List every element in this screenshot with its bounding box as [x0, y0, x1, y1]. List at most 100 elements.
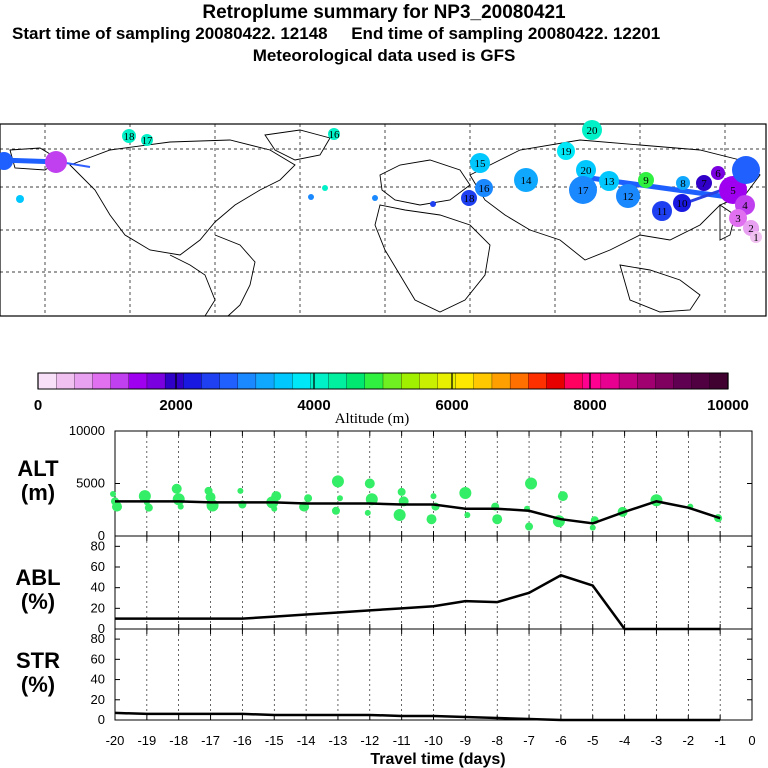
- alt-scatter-point: [336, 495, 343, 502]
- colorbar-tick-label: 4000: [297, 397, 330, 414]
- colorbar-cell: [528, 372, 547, 390]
- sampling-time-line: Start time of sampling 20080422. 12148 E…: [12, 24, 661, 43]
- x-tick-label: -10: [424, 733, 443, 748]
- plume-day-label: 15: [475, 158, 487, 170]
- plume-day-label: 5: [730, 185, 736, 197]
- colorbar-cell: [655, 372, 675, 390]
- alt-grid: [114, 431, 753, 536]
- x-tick-label: -11: [393, 733, 411, 748]
- plume-circle: [475, 179, 493, 197]
- plume-circle: [16, 195, 24, 203]
- map-graticule: [0, 124, 766, 316]
- plume-circle: [750, 231, 762, 243]
- y-tick-label: 5000: [76, 476, 105, 491]
- colorbar-cell: [564, 372, 584, 390]
- plume-day-label: 1: [753, 232, 759, 244]
- y-tick-label: 20: [91, 692, 105, 707]
- plume-circle: [430, 201, 436, 207]
- plume-circle: [141, 134, 153, 146]
- colorbar-cell: [618, 372, 638, 390]
- alt-scatter-point: [331, 506, 340, 515]
- plume-circle: [676, 176, 690, 190]
- colorbar-cell: [310, 372, 330, 390]
- plume-day-label: 8: [680, 178, 686, 190]
- y-tick-label: 60: [91, 559, 105, 574]
- abl-line: [115, 573, 721, 631]
- plume-circle: [696, 175, 712, 191]
- y-tick-label: 60: [91, 651, 105, 666]
- alt-scatter-point: [364, 478, 375, 489]
- colorbar-cell: [346, 372, 366, 390]
- y-tick-label: 40: [91, 672, 105, 687]
- x-tick-label: -12: [360, 733, 379, 748]
- colorbar-cell: [691, 372, 711, 390]
- alt-scatter-point: [112, 501, 122, 512]
- plume-circle: [461, 190, 477, 206]
- plume-day-label: 17: [142, 135, 154, 147]
- colorbar-tick-label: 6000: [435, 397, 468, 414]
- colorbar-cell: [164, 372, 184, 390]
- alt-scatter-point: [557, 491, 568, 502]
- str-grid: [114, 629, 753, 720]
- y-tick-label: 80: [91, 538, 105, 553]
- x-tick-label: -14: [297, 733, 316, 748]
- colorbar-tick-label: 10000: [707, 397, 749, 414]
- plume-circle: [711, 166, 725, 180]
- alt-scatter-point: [459, 486, 472, 499]
- plume-day-label: 4: [742, 200, 748, 212]
- str-line: [114, 711, 721, 722]
- colorbar-cell: [455, 372, 475, 390]
- plume-circle: [122, 129, 136, 143]
- colorbar-cell: [128, 372, 148, 390]
- abl-panel-unit: (%): [21, 589, 55, 614]
- alt-scatter-point: [138, 490, 151, 503]
- x-tick-label: -2: [683, 733, 695, 748]
- colorbar-cell: [237, 372, 257, 390]
- colorbar-cell: [419, 372, 439, 390]
- abl-grid: [114, 536, 753, 629]
- alt-scatter-point: [144, 503, 153, 512]
- x-tick-label: -18: [169, 733, 188, 748]
- colorbar-cell: [600, 372, 620, 390]
- alt-scatter-point: [397, 487, 406, 496]
- colorbar-cell: [382, 372, 402, 390]
- abl-y-tick-labels: 80 60 40 20 0: [91, 538, 752, 636]
- colorbar-cell: [74, 372, 94, 390]
- x-axis-label: Travel time (days): [370, 751, 505, 768]
- plume-day-label: 12: [623, 191, 634, 203]
- str-panel-label: STR: [16, 648, 60, 673]
- plume-circle: [308, 194, 314, 200]
- y-tick-label: 80: [91, 631, 105, 646]
- plume-day-label: 11: [657, 206, 668, 218]
- x-tick-label: -5: [587, 733, 599, 748]
- alt-scatter-point: [589, 524, 596, 531]
- plume-circle: [576, 160, 596, 180]
- alt-scatter-point: [172, 493, 185, 506]
- plume-day-label: 20: [587, 125, 599, 137]
- plume-circle: [732, 156, 760, 184]
- plume-day-label: 7: [701, 178, 707, 190]
- colorbar-cell: [673, 372, 693, 390]
- x-tick-label: -19: [137, 733, 156, 748]
- x-tick-label: -13: [329, 733, 348, 748]
- alt-scatter-point: [110, 491, 116, 497]
- colorbar-tick-label: 8000: [573, 397, 606, 414]
- alt-scatter-point: [271, 505, 278, 512]
- alt-scatter-point: [426, 514, 437, 525]
- plume-circle: [372, 195, 378, 201]
- x-tick-label: -16: [233, 733, 252, 748]
- colorbar-cell: [637, 372, 656, 390]
- abl-panel-label: ABL: [15, 565, 60, 590]
- x-tick-label: -17: [201, 733, 220, 748]
- y-tick-label: 40: [91, 580, 105, 595]
- y-tick-label: 0: [98, 712, 105, 727]
- alt-scatter-point: [525, 477, 538, 490]
- x-tick-labels: -20 -19 -18 -17 -16 -15 -14 -13 -12 -11 -10 -9 -8 -7-…: [106, 733, 756, 748]
- plume-day-label: 2: [748, 223, 754, 235]
- y-tick-label: 20: [91, 600, 105, 615]
- plume-day-label: 18: [464, 193, 476, 205]
